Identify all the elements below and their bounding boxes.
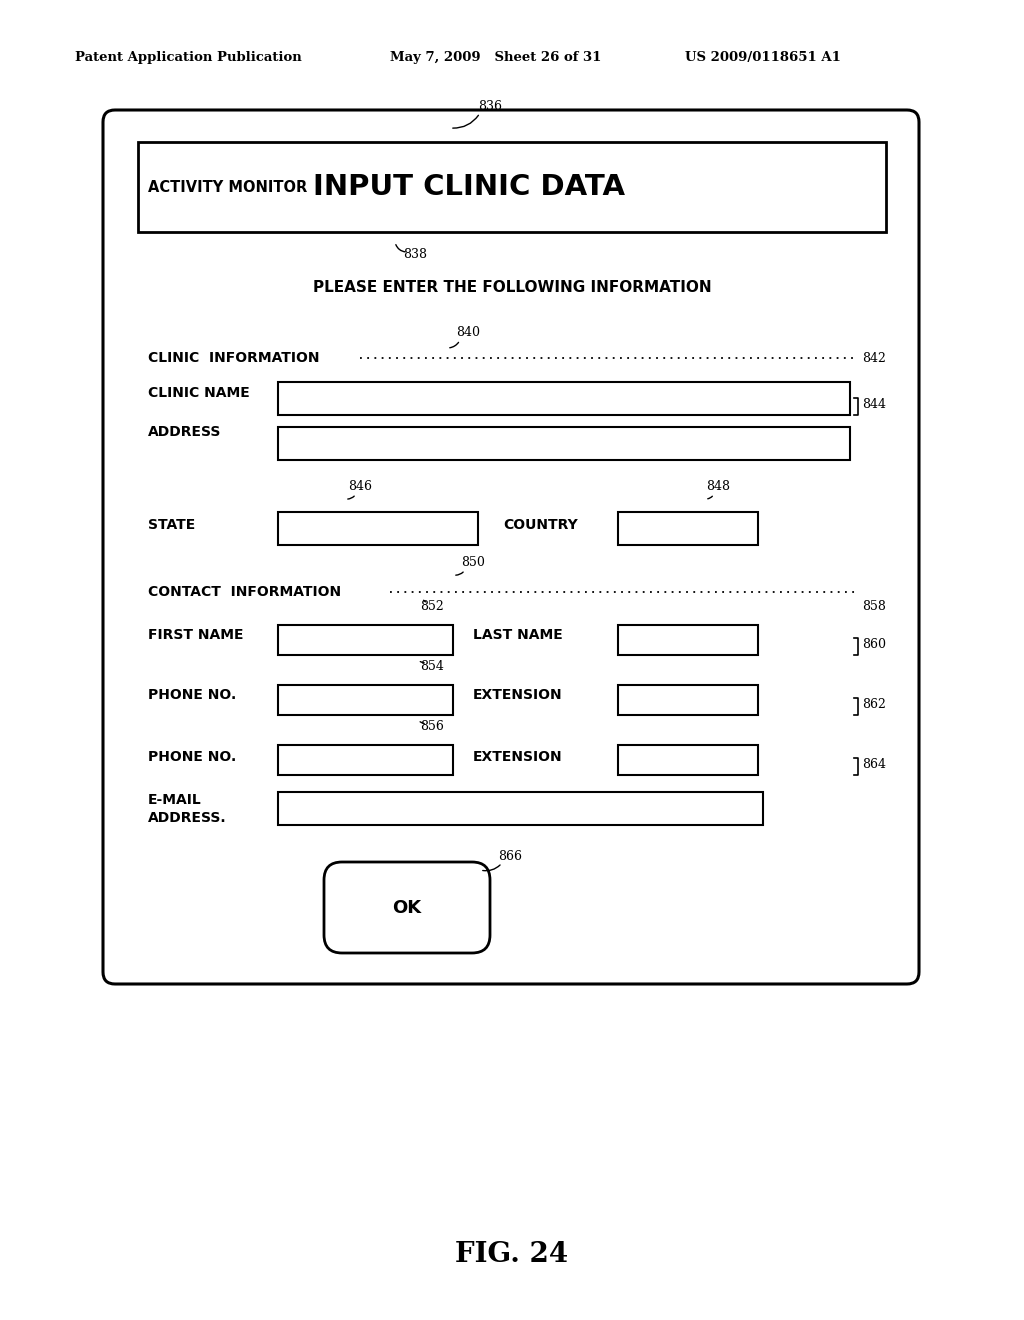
Text: EXTENSION: EXTENSION	[473, 688, 562, 702]
Text: 850: 850	[461, 557, 485, 569]
Text: OK: OK	[392, 899, 422, 917]
FancyBboxPatch shape	[103, 110, 919, 983]
Text: 866: 866	[498, 850, 522, 863]
Text: INPUT CLINIC DATA: INPUT CLINIC DATA	[313, 173, 625, 201]
Text: 846: 846	[348, 480, 372, 494]
Bar	[278, 512, 478, 545]
Text: 844: 844	[862, 397, 886, 411]
Text: CONTACT  INFORMATION: CONTACT INFORMATION	[148, 585, 341, 599]
Text: PHONE NO.: PHONE NO.	[148, 688, 237, 702]
Text: FIG. 24: FIG. 24	[456, 1242, 568, 1269]
FancyBboxPatch shape	[324, 862, 490, 953]
Bar	[278, 426, 850, 459]
Text: FIRST NAME: FIRST NAME	[148, 628, 244, 642]
Text: 842: 842	[862, 351, 886, 364]
Text: STATE: STATE	[148, 517, 196, 532]
Bar	[278, 381, 850, 414]
Text: 864: 864	[862, 758, 886, 771]
Bar	[618, 624, 758, 655]
Text: 862: 862	[862, 698, 886, 711]
Text: 838: 838	[403, 248, 427, 261]
Text: 848: 848	[706, 480, 730, 494]
Text: COUNTRY: COUNTRY	[503, 517, 578, 532]
Bar	[618, 744, 758, 775]
Text: May 7, 2009   Sheet 26 of 31: May 7, 2009 Sheet 26 of 31	[390, 51, 601, 65]
Bar	[278, 685, 453, 715]
Text: LAST NAME: LAST NAME	[473, 628, 563, 642]
Bar	[618, 685, 758, 715]
Bar	[278, 744, 453, 775]
Bar	[278, 792, 763, 825]
Text: E-MAIL: E-MAIL	[148, 793, 202, 807]
Text: US 2009/0118651 A1: US 2009/0118651 A1	[685, 51, 841, 65]
Text: PHONE NO.: PHONE NO.	[148, 750, 237, 764]
Text: 836: 836	[478, 100, 502, 114]
Text: CLINIC  INFORMATION: CLINIC INFORMATION	[148, 351, 319, 366]
Bar	[278, 624, 453, 655]
Text: 856: 856	[420, 721, 444, 734]
Text: EXTENSION: EXTENSION	[473, 750, 562, 764]
Bar	[618, 512, 758, 545]
Text: CLINIC NAME: CLINIC NAME	[148, 385, 250, 400]
Text: 840: 840	[456, 326, 480, 339]
Text: ACTIVITY MONITOR: ACTIVITY MONITOR	[148, 180, 307, 194]
Text: ADDRESS.: ADDRESS.	[148, 810, 226, 825]
Text: PLEASE ENTER THE FOLLOWING INFORMATION: PLEASE ENTER THE FOLLOWING INFORMATION	[312, 280, 712, 294]
Bar	[138, 143, 886, 232]
Text: 854: 854	[420, 660, 444, 672]
Text: 860: 860	[862, 638, 886, 651]
Text: ADDRESS: ADDRESS	[148, 425, 221, 440]
Text: 852: 852	[420, 599, 443, 612]
Text: Patent Application Publication: Patent Application Publication	[75, 51, 302, 65]
Text: 858: 858	[862, 599, 886, 612]
